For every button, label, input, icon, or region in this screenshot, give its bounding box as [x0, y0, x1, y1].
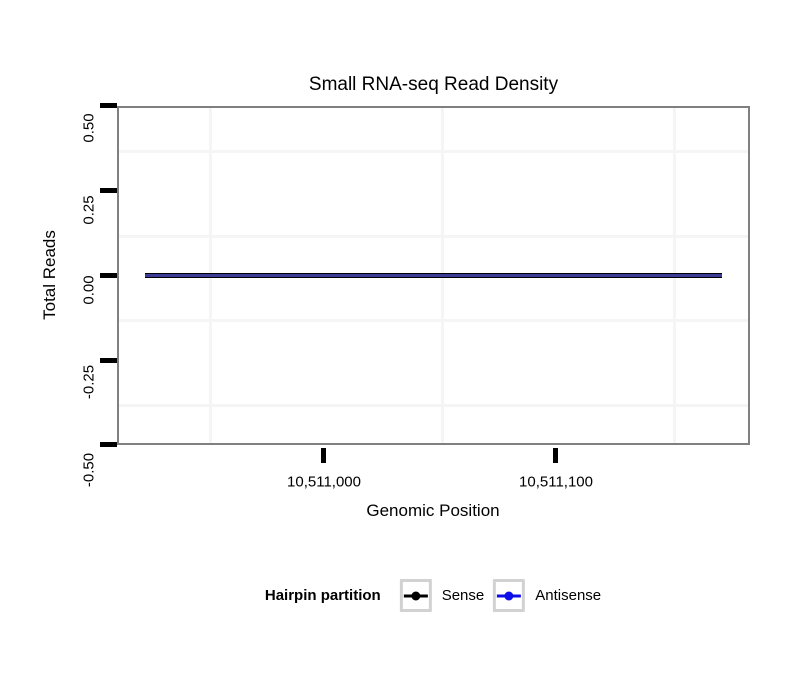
legend-key-sense — [399, 579, 432, 612]
sense-antisense-overlap-line — [145, 273, 722, 278]
sense-point-icon — [411, 591, 421, 600]
x-tick-mark — [553, 448, 558, 463]
x-tick-mark — [321, 448, 326, 463]
y-tick-label: 0.50 — [80, 113, 98, 143]
legend-label-antisense: Antisense — [535, 587, 602, 604]
x-tick-label: 10,511,100 — [519, 473, 593, 491]
y-tick-mark — [100, 103, 117, 108]
antisense-point-icon — [504, 591, 514, 600]
y-tick-label: -0.50 — [80, 452, 98, 488]
minor-gridline-horizontal — [119, 235, 748, 238]
minor-gridline-horizontal — [119, 404, 748, 407]
y-tick-mark — [100, 442, 117, 447]
minor-gridline-horizontal — [119, 150, 748, 153]
y-tick-mark — [100, 358, 117, 363]
legend-key-antisense — [493, 579, 526, 612]
y-axis-title: Total Reads — [40, 230, 59, 320]
legend-label-sense: Sense — [441, 587, 485, 604]
y-tick-mark — [100, 273, 117, 278]
y-tick-label: 0.00 — [80, 275, 98, 305]
legend: Hairpin partition Sense Antisense — [265, 579, 601, 612]
plot-panel — [117, 106, 750, 445]
chart-title: Small RNA-seq Read Density — [308, 74, 559, 95]
x-axis-title: Genomic Position — [366, 501, 500, 520]
y-tick-mark — [100, 188, 117, 193]
x-tick-label: 10,511,000 — [287, 473, 361, 491]
y-tick-label: -0.25 — [80, 364, 98, 400]
minor-gridline-horizontal — [119, 319, 748, 322]
legend-title: Hairpin partition — [264, 587, 381, 604]
y-tick-label: 0.25 — [80, 195, 98, 225]
